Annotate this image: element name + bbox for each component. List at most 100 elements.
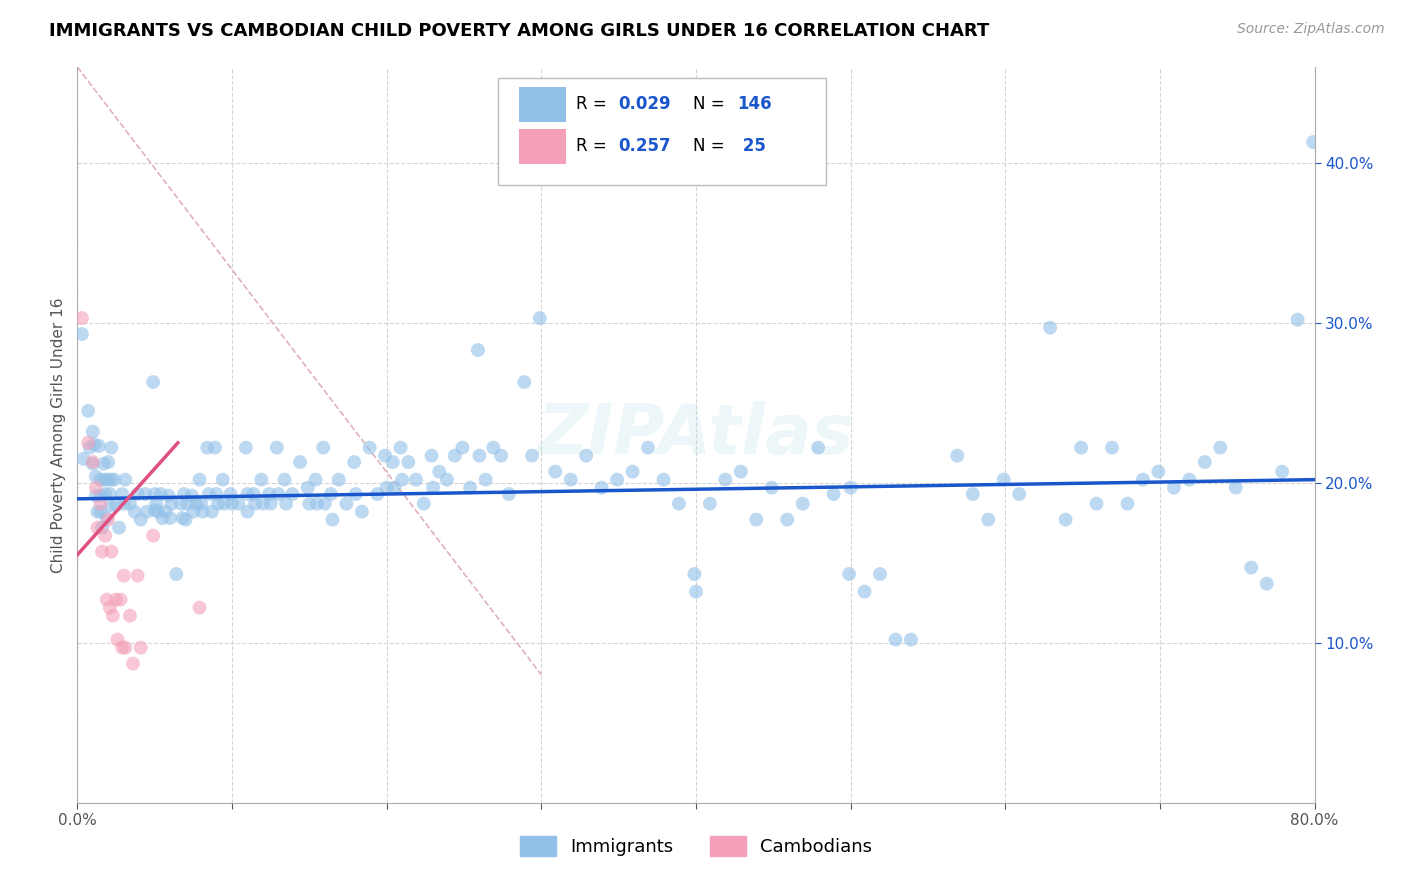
FancyBboxPatch shape	[519, 128, 567, 164]
Point	[1240, 560, 1263, 574]
Point	[436, 473, 458, 487]
Point	[1178, 473, 1201, 487]
Point	[900, 632, 922, 647]
Point	[1116, 497, 1139, 511]
Point	[513, 375, 536, 389]
Point	[94, 473, 117, 487]
Point	[560, 473, 582, 487]
Point	[335, 497, 357, 511]
Point	[83, 437, 105, 451]
Point	[160, 497, 183, 511]
Point	[591, 481, 613, 495]
Point	[122, 657, 145, 671]
Point	[350, 505, 373, 519]
Point	[482, 441, 505, 455]
Text: 0.257: 0.257	[619, 137, 671, 155]
Point	[90, 473, 111, 487]
Point	[474, 473, 496, 487]
Point	[70, 327, 93, 342]
Point	[276, 497, 298, 511]
Point	[962, 487, 984, 501]
Point	[165, 567, 187, 582]
Point	[382, 481, 406, 495]
Point	[173, 487, 195, 501]
Point	[946, 449, 969, 463]
Point	[94, 528, 117, 542]
Point	[312, 441, 335, 455]
Point	[183, 505, 205, 519]
Point	[250, 473, 273, 487]
Point	[204, 441, 226, 455]
Point	[745, 513, 768, 527]
Point	[314, 497, 336, 511]
Point	[853, 584, 876, 599]
Point	[190, 497, 212, 511]
Point	[298, 497, 321, 511]
Text: Source: ZipAtlas.com: Source: ZipAtlas.com	[1237, 22, 1385, 37]
Point	[93, 457, 115, 471]
Point	[136, 505, 159, 519]
Point	[328, 473, 350, 487]
Point	[84, 481, 107, 495]
Point	[134, 487, 156, 501]
Point	[211, 473, 233, 487]
Point	[114, 640, 136, 655]
Point	[142, 375, 165, 389]
Point	[100, 544, 122, 558]
Point	[993, 473, 1015, 487]
Point	[118, 608, 141, 623]
Text: N =: N =	[693, 95, 730, 113]
Point	[129, 513, 152, 527]
Point	[82, 425, 104, 439]
Point	[792, 497, 814, 511]
Point	[101, 608, 124, 623]
Point	[100, 473, 122, 487]
Text: IMMIGRANTS VS CAMBODIAN CHILD POVERTY AMONG GIRLS UNDER 16 CORRELATION CHART: IMMIGRANTS VS CAMBODIAN CHILD POVERTY AM…	[49, 22, 990, 40]
Point	[82, 457, 104, 471]
Point	[127, 568, 149, 582]
Point	[198, 487, 221, 501]
Point	[1054, 513, 1077, 527]
Point	[236, 505, 259, 519]
Point	[87, 439, 110, 453]
Point	[91, 521, 114, 535]
Point	[70, 311, 93, 326]
Point	[170, 497, 193, 511]
Point	[118, 497, 141, 511]
Point	[683, 567, 706, 582]
Point	[699, 497, 721, 511]
Point	[84, 489, 107, 503]
Point	[205, 487, 228, 501]
Point	[86, 505, 108, 519]
Point	[322, 513, 344, 527]
Point	[652, 473, 675, 487]
Point	[180, 489, 202, 503]
Point	[307, 497, 329, 511]
Point	[201, 505, 224, 519]
Point	[375, 481, 398, 495]
Point	[100, 441, 122, 455]
Point	[884, 632, 907, 647]
Point	[77, 404, 100, 418]
Point	[344, 487, 367, 501]
Point	[685, 584, 707, 599]
Point	[98, 600, 121, 615]
Point	[266, 441, 288, 455]
Point	[143, 487, 166, 501]
Point	[124, 505, 146, 519]
Point	[82, 455, 104, 469]
Point	[176, 497, 198, 511]
Point	[86, 521, 108, 535]
Point	[1271, 465, 1294, 479]
Point	[529, 311, 551, 326]
Point	[1147, 465, 1170, 479]
Point	[761, 481, 783, 495]
Point	[319, 487, 342, 501]
Point	[235, 441, 257, 455]
Point	[420, 449, 443, 463]
Point	[110, 592, 132, 607]
Point	[97, 513, 120, 527]
Point	[359, 441, 381, 455]
Text: N =: N =	[693, 137, 730, 155]
Point	[260, 497, 283, 511]
